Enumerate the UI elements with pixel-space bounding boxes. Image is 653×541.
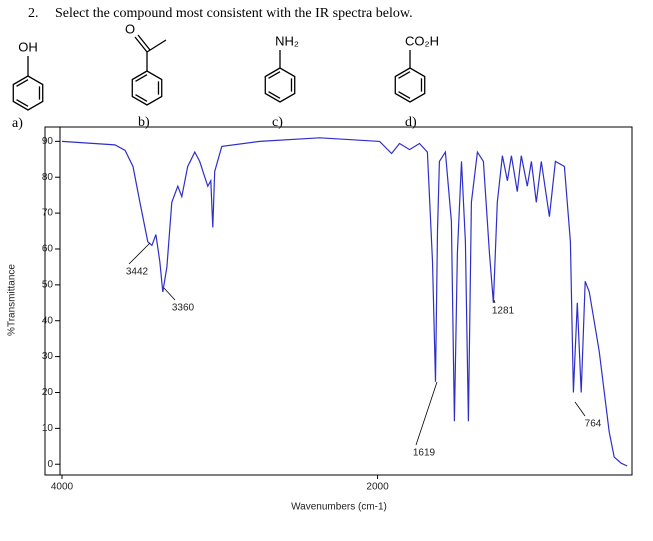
- double-bond: [16, 79, 29, 87]
- annotation: 3442: [126, 267, 149, 278]
- y-tick-label: 70: [42, 208, 54, 219]
- annotation: 1281: [492, 306, 515, 317]
- benzene-ring: [131, 70, 163, 106]
- group-label: CO₂H: [405, 33, 439, 48]
- y-tick-label: 30: [42, 351, 54, 362]
- x-tick-label: 2000: [366, 482, 389, 493]
- y-tick-label: 10: [42, 423, 54, 434]
- benzene-ring: [12, 75, 44, 111]
- plot-frame: [44, 126, 633, 476]
- annotation-leader: [493, 299, 496, 304]
- question-number: 2.: [28, 6, 39, 21]
- y-tick-label: 20: [42, 387, 54, 398]
- bonds: [27, 34, 411, 76]
- y-tick-label: 80: [42, 172, 54, 183]
- x-tick-label: 4000: [51, 482, 74, 493]
- option-letter: a): [12, 116, 23, 131]
- annotation-leader: [574, 401, 586, 417]
- group-label: OH: [18, 39, 38, 54]
- double-bond: [135, 94, 148, 102]
- y-tick-label: 60: [42, 244, 54, 255]
- annotation: 1619: [413, 448, 436, 459]
- double-bond: [398, 91, 411, 99]
- annotation: 764: [585, 419, 602, 430]
- double-bond: [16, 99, 29, 107]
- question-text: Select the compound most consistent with…: [55, 6, 413, 21]
- group-label: O: [125, 21, 135, 36]
- annotation-leader: [163, 287, 176, 301]
- option-letter: b): [138, 115, 150, 130]
- double-bond: [268, 71, 281, 79]
- group-label: NH₂: [275, 33, 299, 48]
- benzene-ring: [394, 67, 426, 103]
- double-bond: [398, 71, 411, 79]
- spectrum-line: [61, 137, 628, 467]
- double-bond: [268, 91, 281, 99]
- benzene-ring: [264, 67, 296, 103]
- annotation-leader: [415, 381, 438, 446]
- y-tick-label: 40: [42, 315, 54, 326]
- annotation: 3360: [172, 303, 195, 314]
- y-tick-label: 0: [47, 459, 53, 470]
- y-axis-label: %Transmittance: [7, 264, 18, 336]
- y-tick-label: 90: [42, 136, 54, 147]
- double-bond: [135, 74, 148, 82]
- option-letter: d): [405, 115, 417, 130]
- y-tick-label: 50: [42, 279, 54, 290]
- x-axis-label: Wavenumbers (cm-1): [291, 502, 387, 513]
- option-letter: c): [272, 115, 283, 130]
- annotation-leader: [128, 242, 151, 265]
